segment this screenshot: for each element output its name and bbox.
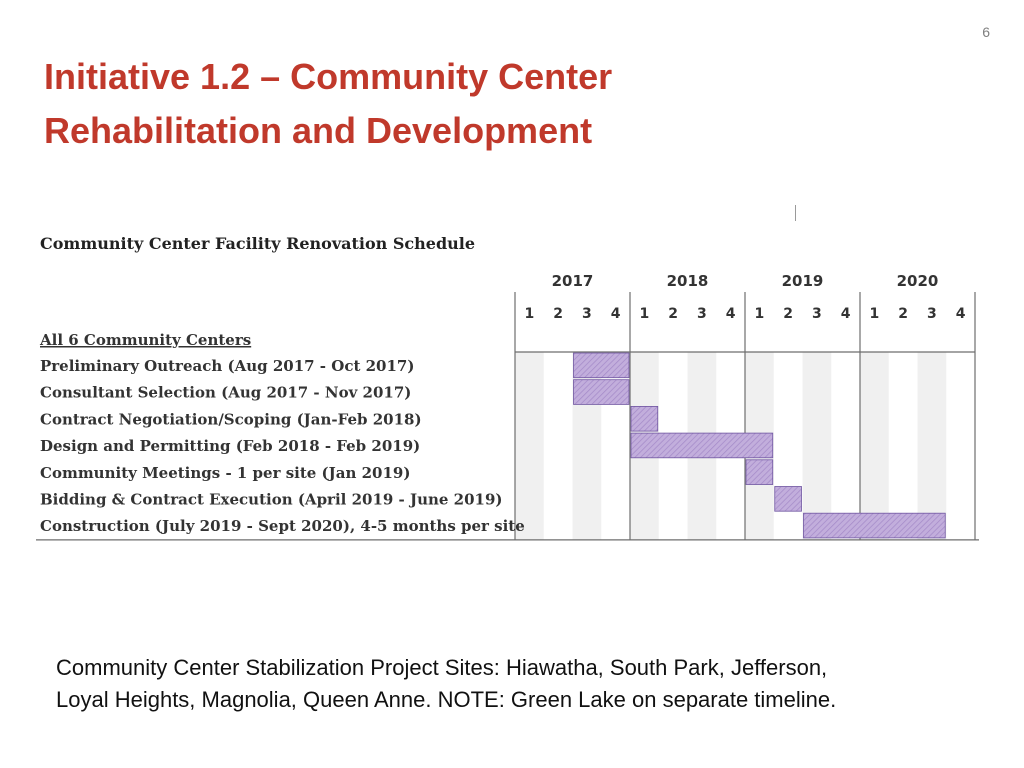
task-label: Bidding & Contract Execution (April 2019… (40, 491, 503, 509)
year-label: 2020 (897, 272, 939, 290)
shaded-quarter-column (860, 352, 889, 540)
footer-line-2: Loyal Heights, Magnolia, Queen Anne. NOT… (56, 687, 837, 712)
shaded-quarter-column (515, 352, 544, 540)
quarter-label: 3 (697, 306, 707, 322)
shaded-quarter-column (687, 352, 717, 540)
footer-note: Community Center Stabilization Project S… (56, 652, 996, 716)
quarter-label: 2 (783, 306, 793, 322)
page-number: 6 (982, 24, 990, 40)
text-cursor-mark (795, 205, 796, 221)
task-bar (630, 405, 659, 432)
year-label: 2019 (782, 272, 824, 290)
quarter-label: 2 (668, 306, 678, 322)
page-title: Initiative 1.2 – Community Center Rehabi… (44, 50, 804, 158)
task-label: Preliminary Outreach (Aug 2017 - Oct 201… (40, 357, 414, 375)
page-title-line-2: Rehabilitation and Development (44, 110, 593, 151)
quarter-label: 4 (841, 306, 851, 322)
page-title-line-1: Initiative 1.2 – Community Center (44, 56, 613, 97)
footer-line-1: Community Center Stabilization Project S… (56, 655, 828, 680)
quarter-label: 1 (870, 306, 880, 322)
task-bar (573, 352, 630, 379)
task-bar (630, 432, 774, 459)
task-label: Contract Negotiation/Scoping (Jan-Feb 20… (40, 410, 422, 428)
chart-title: Community Center Facility Renovation Sch… (40, 234, 475, 253)
quarter-label: 4 (611, 306, 621, 322)
task-label: Community Meetings - 1 per site (Jan 201… (40, 464, 410, 482)
quarter-label: 1 (755, 306, 765, 322)
quarter-label: 3 (927, 306, 937, 322)
shaded-quarter-column (630, 352, 659, 540)
quarter-label: 3 (812, 306, 822, 322)
quarter-label: 3 (582, 306, 592, 322)
task-bar (745, 459, 774, 485)
year-label: 2018 (667, 272, 709, 290)
shaded-quarter-column (745, 352, 774, 540)
quarter-label: 2 (553, 306, 563, 322)
task-bar (803, 512, 946, 539)
task-label: Consultant Selection (Aug 2017 - Nov 201… (40, 384, 411, 402)
quarter-label: 4 (956, 306, 966, 322)
quarter-label: 1 (525, 306, 535, 322)
quarter-label: 4 (726, 306, 736, 322)
task-label: Construction (July 2019 - Sept 2020), 4-… (40, 517, 525, 535)
shaded-quarter-column (572, 352, 602, 540)
group-label: All 6 Community Centers (39, 331, 251, 349)
task-bar (774, 486, 802, 512)
year-label: 2017 (552, 272, 594, 290)
task-label: Design and Permitting (Feb 2018 - Feb 20… (40, 437, 420, 455)
quarter-label: 1 (640, 306, 650, 322)
task-bar (573, 379, 630, 405)
shaded-quarter-column (917, 352, 947, 540)
shaded-quarter-column (802, 352, 832, 540)
quarter-label: 2 (898, 306, 908, 322)
